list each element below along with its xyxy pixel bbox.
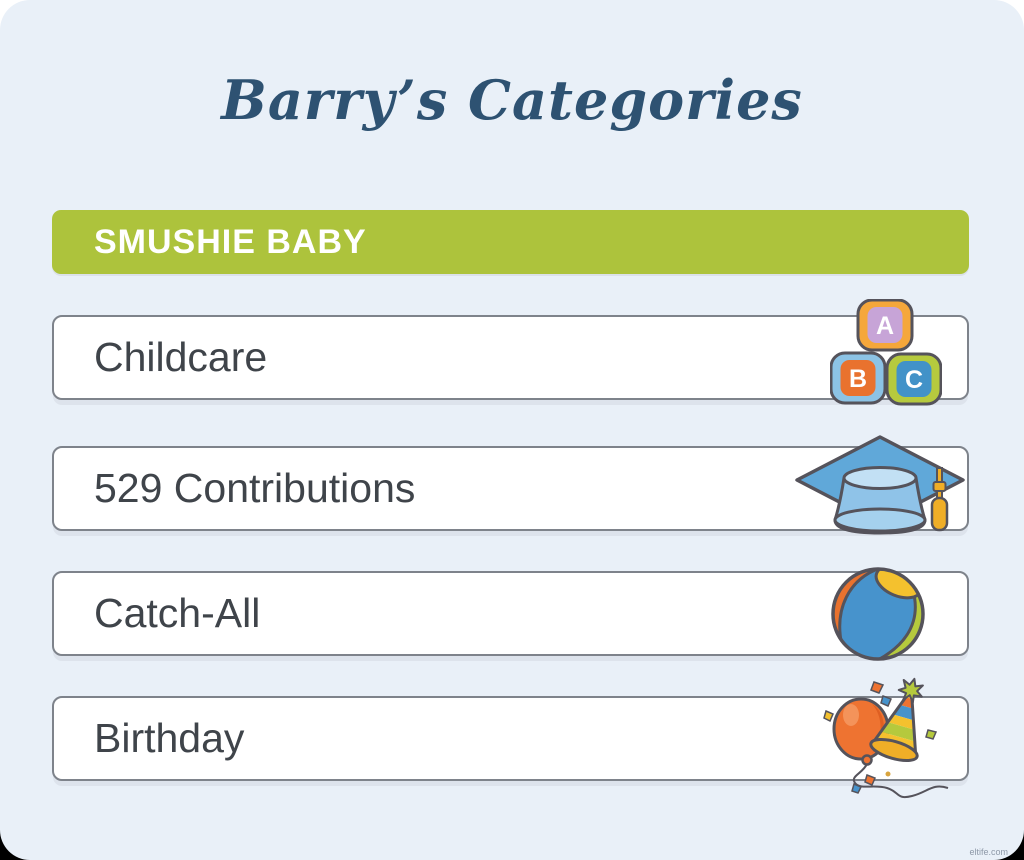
svg-text:B: B [849,365,867,393]
svg-text:A: A [876,312,894,340]
abc-blocks-icon: A B C [830,299,942,406]
graduation-cap-icon [795,435,965,535]
beach-ball-icon [831,567,925,661]
category-row-catch-all[interactable]: Catch-All [52,571,969,656]
watermark: eltife.com [969,847,1008,857]
group-header-label: SMUSHIE BABY [94,222,367,261]
category-label: 529 Contributions [94,465,416,511]
svg-text:C: C [905,366,923,394]
group-header-bar: SMUSHIE BABY [52,210,969,274]
category-label: Childcare [94,334,268,380]
page-title: Barry’s Categories [221,68,803,132]
category-label: Birthday [94,715,245,761]
balloon-party-hat-icon [823,677,949,798]
category-row-childcare[interactable]: Childcare [52,315,969,400]
category-label: Catch-All [94,590,261,636]
category-row-birthday[interactable]: Birthday [52,696,969,781]
